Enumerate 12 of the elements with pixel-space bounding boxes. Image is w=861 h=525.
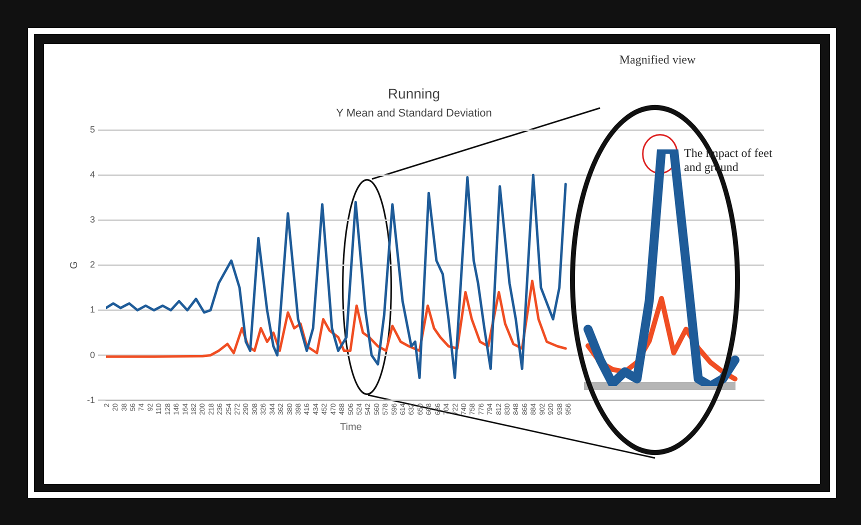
chart-title: Running (388, 85, 440, 102)
x-axis-title: Time (340, 422, 362, 433)
y-tick-label: 1 (90, 304, 95, 315)
y-tick-label: -1 (86, 394, 95, 405)
y-tick-label: 2 (90, 260, 95, 270)
y-tick-label: 4 (90, 170, 95, 180)
y-tick-label: 0 (90, 350, 95, 360)
y-tick-label: 5 (90, 124, 95, 134)
chart-title: Magnified view (619, 52, 696, 66)
chart-subtitle: Y Mean and Standard Deviation (336, 107, 492, 120)
y-axis-title: G (68, 261, 80, 270)
y-tick-label: 3 (90, 214, 95, 225)
